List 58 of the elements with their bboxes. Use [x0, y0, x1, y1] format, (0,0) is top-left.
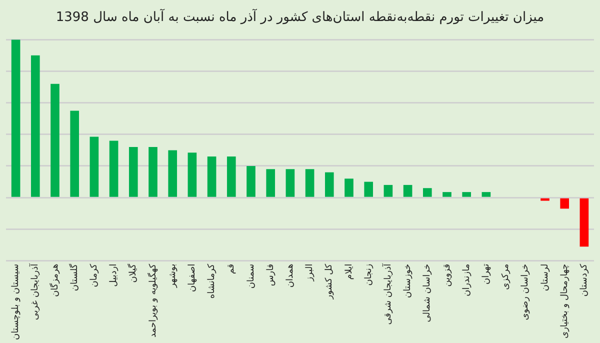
x-tick-label: قزوین: [442, 264, 452, 287]
x-tick-label: چهارمحال و بختیاری: [560, 264, 570, 338]
x-tick-label: خراسان رضوی: [520, 264, 531, 320]
x-tick-label: مرکزی: [501, 264, 512, 290]
bar: [286, 169, 295, 197]
x-tick-label: سمنان: [246, 264, 256, 289]
bar: [462, 192, 472, 197]
bar: [344, 178, 354, 197]
bar: [128, 147, 138, 197]
bar: [482, 192, 491, 197]
x-tick-label: زنجان: [364, 264, 374, 286]
x-tick-label: اصفهان: [188, 264, 198, 292]
x-tick-label: کل کشور: [324, 263, 335, 300]
x-tick-label: آذربایجان غربی: [28, 263, 41, 320]
chart-title: میزان تغییرات تورم نقطه‌به‌نقطه استان‌های کشور در آذر ماه نسبت به آبان ماه سال 1398: [56, 8, 544, 26]
x-tick-label: کردستان: [580, 263, 590, 297]
bar: [560, 198, 570, 209]
bar: [266, 169, 276, 197]
bar: [109, 140, 118, 197]
bar: [11, 40, 20, 197]
bar: [580, 198, 589, 247]
bar: [384, 184, 393, 197]
x-tick-label: گیلان: [126, 263, 139, 283]
x-tick-label: فارس: [266, 264, 276, 286]
x-tick-label: قم: [226, 264, 237, 274]
x-tick-label: کرمانشاه: [207, 263, 218, 299]
bar: [246, 166, 256, 197]
x-tick-label: مازندران: [462, 264, 472, 296]
x-tick-label: خراسان شمالی: [422, 264, 433, 322]
x-tick-label: بوشهر: [168, 264, 178, 289]
bar: [422, 188, 432, 197]
bar: [324, 172, 334, 197]
bar: [168, 150, 178, 197]
bar: [403, 184, 412, 197]
x-tick-label: کهگیلویه و بویراحمد: [146, 263, 158, 338]
bar: [305, 169, 314, 197]
x-tick-label: اردبیل: [109, 264, 120, 287]
x-tick-label: آذربایجان شرقی: [382, 263, 394, 325]
x-tick-label: همدان: [286, 264, 296, 288]
x-tick-label: خوزستان: [403, 264, 414, 298]
bar: [70, 110, 80, 197]
bar: [50, 84, 60, 197]
bar: [226, 156, 236, 197]
bar: [364, 182, 374, 197]
x-tick-label: تهران: [482, 263, 492, 285]
bar: [188, 152, 197, 197]
x-tick-label: هرمزگان: [48, 264, 60, 297]
x-tick-label: ایلام: [344, 264, 354, 280]
x-tick-label: سیستان و بلوچستان: [11, 264, 22, 340]
bar: [207, 156, 216, 197]
x-tick-label: گلستان: [68, 263, 80, 292]
x-tick-label: کرمان: [90, 263, 100, 288]
x-tick-label: لرستان: [540, 264, 550, 292]
x-tick-label: البرز: [305, 264, 316, 282]
bar: [30, 55, 40, 197]
bar: [90, 136, 99, 197]
bar: [148, 147, 158, 197]
bar: [442, 192, 452, 197]
